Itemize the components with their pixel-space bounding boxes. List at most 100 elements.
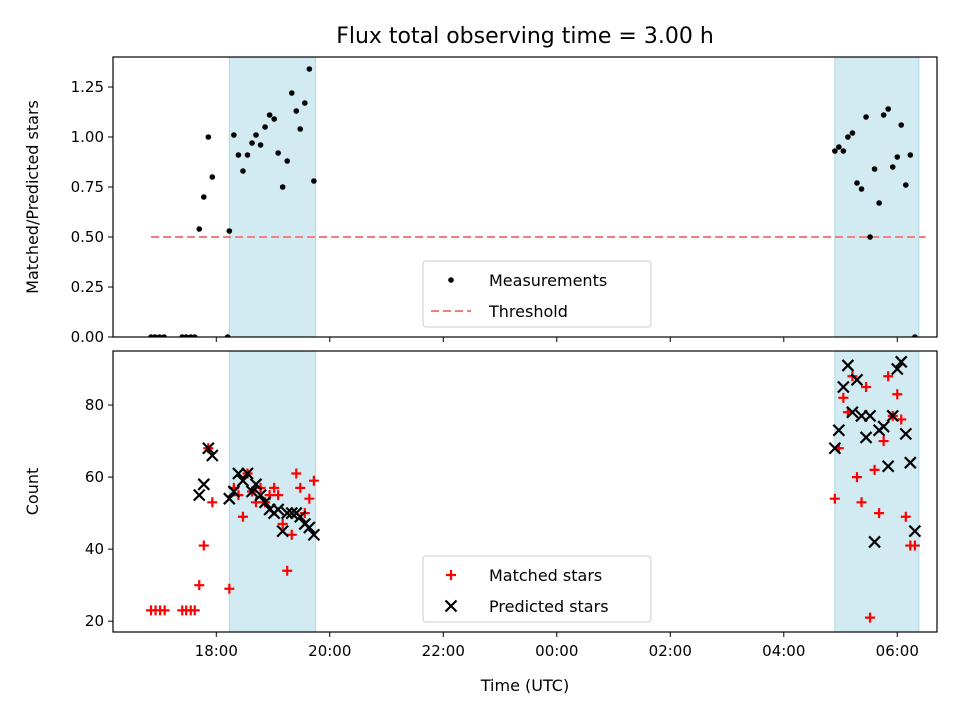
matched-star-point: [224, 583, 235, 594]
measurement-point: [849, 130, 856, 136]
measurement-point: [231, 132, 237, 138]
predicted-star-point: [904, 456, 917, 469]
predicted-star-point: [846, 405, 859, 419]
matched-star-point: [900, 511, 911, 522]
measurement-point: [205, 134, 212, 140]
measurement-point: [832, 148, 838, 154]
measurement-point: [836, 144, 842, 150]
y-tick-label: 40: [85, 540, 104, 558]
measurement-point: [840, 148, 847, 154]
y-axis-label: Matched/Predicted stars: [23, 100, 42, 294]
y-tick-label: 0.75: [71, 178, 104, 196]
matched-star-point: [237, 511, 248, 522]
matched-star-point: [282, 565, 293, 576]
measurement-point: [284, 158, 291, 164]
plot-area: [146, 351, 922, 632]
measurement-point: [902, 182, 909, 188]
x-tick-label: 06:00: [876, 642, 919, 660]
matched-star-point: [869, 464, 880, 475]
measurement-point: [885, 106, 891, 112]
measurement-point: [845, 134, 851, 140]
legend-marker-measurements: [448, 277, 454, 283]
predicted-star-point: [899, 427, 913, 441]
matched-star-point: [838, 392, 849, 403]
predicted-star-point: [223, 492, 236, 505]
legend-box: [422, 555, 652, 623]
matched-star-point: [874, 508, 885, 519]
matched-star-point: [829, 493, 840, 504]
matched-star-point: [295, 482, 306, 493]
x-tick-label: 02:00: [649, 642, 692, 660]
measurement-point: [854, 180, 860, 186]
predicted-star-point: [877, 420, 890, 433]
measurement-point: [161, 334, 167, 337]
matched-star-point: [896, 414, 907, 425]
measurement-point: [156, 334, 163, 337]
matched-star-point: [308, 475, 319, 486]
x-tick-label: 00:00: [535, 642, 578, 660]
matched-star-point: [861, 382, 872, 393]
y-tick-label: 80: [85, 396, 104, 414]
legend-label: Measurements: [489, 271, 607, 290]
predicted-star-point: [886, 409, 900, 423]
y-tick-label: 0.00: [71, 328, 104, 346]
predicted-star-point: [285, 506, 299, 520]
measurement-point: [271, 116, 277, 122]
measurement-point: [226, 228, 233, 234]
y-tick-label: 20: [85, 612, 104, 630]
legend-box: [422, 260, 652, 328]
measurement-point: [288, 90, 295, 96]
predicted-star-point: [245, 485, 259, 498]
matched-star-point: [883, 371, 894, 382]
predicted-star-point: [258, 496, 272, 509]
predicted-star-point: [206, 449, 219, 462]
measurement-point: [306, 66, 313, 72]
predicted-star-point: [828, 441, 842, 455]
x-tick-label: 04:00: [762, 642, 805, 660]
matched-star-point: [159, 605, 170, 616]
predicted-star-point: [280, 506, 294, 520]
matched-star-point: [198, 540, 209, 551]
measurement-point: [894, 154, 901, 160]
measurement-point: [235, 152, 242, 158]
predicted-star-point: [303, 521, 316, 534]
measurement-point: [293, 108, 300, 114]
predicted-star-point: [192, 488, 206, 502]
predicted-star-point: [202, 441, 215, 455]
predicted-star-point: [249, 478, 263, 491]
predicted-star-point: [227, 485, 241, 498]
measurement-point: [266, 112, 273, 118]
predicted-star-point: [276, 524, 289, 538]
measurement-point: [863, 114, 869, 120]
predicted-star-point: [254, 488, 267, 502]
predicted-star-point: [894, 355, 908, 369]
legend-marker-predicted: [444, 599, 458, 613]
predicted-star-point: [841, 359, 855, 372]
y-tick-label: 1.25: [71, 78, 104, 96]
shaded-window-1: [229, 57, 316, 337]
matched-star-point: [291, 468, 302, 479]
measurement-point: [183, 334, 190, 337]
measurement-point: [302, 100, 308, 106]
measurement-point: [152, 334, 158, 337]
y-axis-label: Count: [23, 468, 42, 516]
measurement-point: [297, 126, 304, 132]
y-tick-label: 60: [85, 468, 104, 486]
measurement-point: [871, 166, 878, 172]
matched-star-point: [909, 540, 920, 551]
predicted-star-point: [859, 431, 873, 444]
predicted-star-point: [850, 373, 864, 387]
shaded-window-2: [834, 57, 919, 337]
predicted-star-point: [241, 467, 254, 480]
measurement-point: [257, 142, 264, 148]
matched-star-point: [286, 529, 297, 540]
predicted-star-point: [832, 423, 846, 437]
predicted-star-point: [863, 409, 877, 423]
predicted-star-point: [271, 503, 285, 516]
legend-label: Matched stars: [489, 566, 602, 585]
shaded-window-1: [229, 351, 316, 632]
matched-star-point: [865, 612, 876, 623]
matched-star-point: [194, 580, 205, 591]
